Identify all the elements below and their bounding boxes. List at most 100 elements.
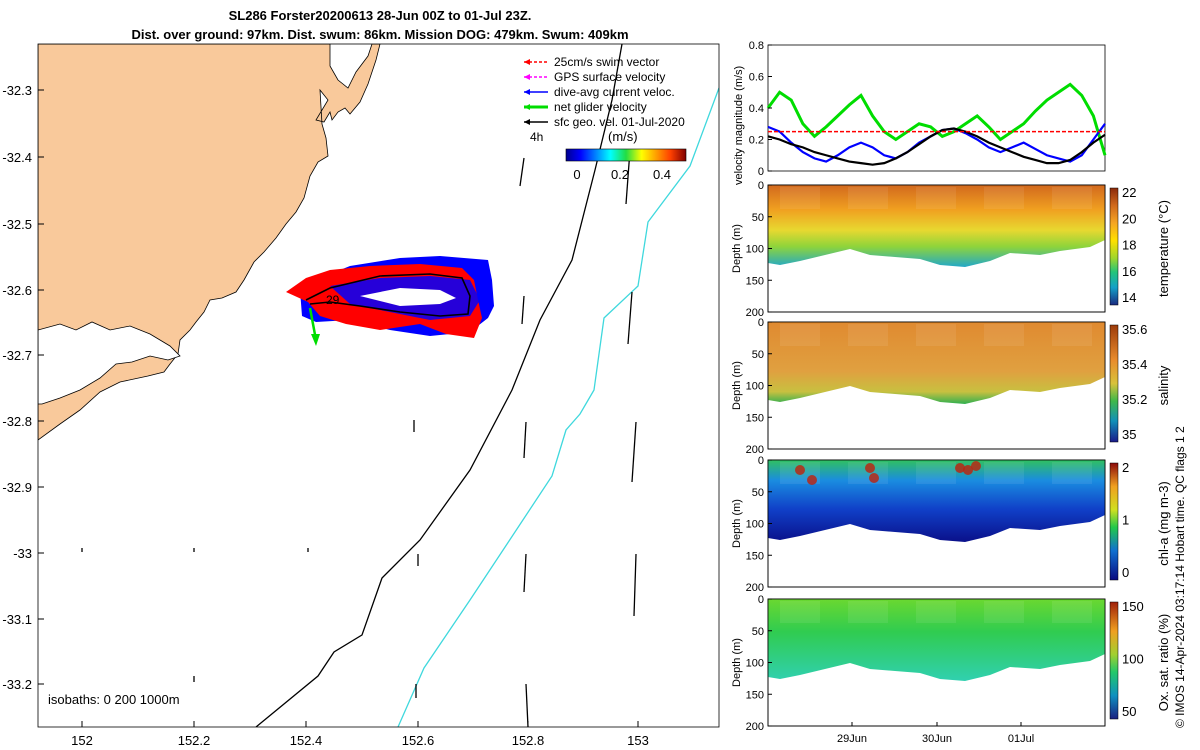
depth-tick-label: 150 <box>746 550 764 562</box>
section-colorbar <box>1109 187 1119 306</box>
section-texture <box>916 601 956 623</box>
estuary <box>38 321 181 405</box>
colorbar-tick-label: 0.2 <box>611 167 629 182</box>
glider-track: 29 <box>286 256 494 346</box>
map-y-tick-label: -32.7 <box>2 348 32 363</box>
section-panel: 0 50 100 150 200 Depth (m) 35.6 35.4 35.2 35 salin… <box>731 317 1171 456</box>
section-panel: 0 50 100 150 200 Depth (m) 22 20 18 16 14 temperatu… <box>731 180 1171 319</box>
legend-label: 25cm/s swim vector <box>554 55 659 69</box>
chl-hotspot <box>955 463 965 473</box>
map-x-tick-label: 152.8 <box>512 733 545 748</box>
isobath-1000m <box>397 87 719 727</box>
velocity-ylabel: velocity magnitude (m/s) <box>733 66 745 185</box>
map-y-tick-label: -32.6 <box>2 283 32 298</box>
section-texture <box>780 324 820 346</box>
legend-arrowhead <box>524 59 530 65</box>
colorbar-label: Ox. sat. ratio (%) <box>1156 614 1171 712</box>
legend-label: GPS surface velocity <box>554 70 665 84</box>
section-texture <box>780 601 820 623</box>
section-field <box>768 460 1105 542</box>
section-texture <box>984 462 1024 484</box>
legend-label: sfc geo. vel. 01-Jul-2020 <box>554 115 685 129</box>
section-colorbar <box>1109 462 1119 581</box>
velocity-lines <box>766 82 1107 166</box>
net-track-line <box>305 273 471 317</box>
colorbar-tick-label: 18 <box>1122 238 1136 253</box>
map-panel: 29 152 152.2 152.4 152.6 152.8 153 -32.3 -32.4… <box>2 43 720 748</box>
plot-title-line1: SL286 Forster20200613 28-Jun 00Z to 01-J… <box>228 8 532 23</box>
velocity-y-tick-label: 0.8 <box>749 40 764 52</box>
colorbar-tick-label: 100 <box>1122 652 1144 667</box>
depth-tick-label: 0 <box>758 455 764 467</box>
track-interior <box>360 288 456 306</box>
depth-tick-label: 50 <box>752 487 764 499</box>
section-texture <box>984 324 1024 346</box>
depth-tick-label: 100 <box>746 658 764 670</box>
map-y-tick-label: -32.8 <box>2 414 32 429</box>
map-y-tick-label: -32.4 <box>2 150 32 165</box>
map-x-tick-label: 152.6 <box>402 733 435 748</box>
legend-arrowhead <box>524 104 530 110</box>
colorbar-tick-label: 50 <box>1122 704 1136 719</box>
depth-tick-label: 50 <box>752 212 764 224</box>
chl-hotspot <box>807 475 817 485</box>
legend-arrowhead <box>524 89 530 95</box>
section-texture <box>916 324 956 346</box>
section-texture <box>984 187 1024 209</box>
section-texture <box>1052 187 1092 209</box>
depth-tick-label: 0 <box>758 594 764 606</box>
colorbar-tick-label: 0 <box>1122 565 1129 580</box>
map-y-tick-label: -33 <box>13 546 32 561</box>
section-texture <box>984 601 1024 623</box>
date-tick-label: 01Jul <box>1008 733 1034 745</box>
colorbar-label: temperature (°C) <box>1156 200 1171 297</box>
depth-tick-label: 200 <box>746 307 764 319</box>
colorbar-tick-label: 16 <box>1122 264 1136 279</box>
colorbar-tick-label: 20 <box>1122 211 1136 226</box>
velocity-y-tick-label: 0.4 <box>749 103 764 115</box>
map-y-tick-label: -33.1 <box>2 612 32 627</box>
date-tick-label: 29Jun <box>837 733 867 745</box>
colorbar-tick-label: 1 <box>1122 513 1129 528</box>
velocity-y-ticks: 0 0.2 0.4 0.6 0.8 <box>749 40 772 178</box>
depth-ylabel: Depth (m) <box>731 224 743 273</box>
isobath-label: isobaths: 0 200 1000m <box>48 692 180 707</box>
section-texture <box>916 187 956 209</box>
map-x-ticks: 152 152.2 152.4 152.6 152.8 153 <box>71 721 649 748</box>
section-colorbar <box>1109 324 1119 443</box>
map-y-ticks: -32.3 -32.4 -32.5 -32.6 -32.7 -32.8 -32.9 -33 -3… <box>2 83 44 692</box>
section-texture <box>916 462 956 484</box>
legend-label: net glider velocity <box>554 100 647 114</box>
velocity-y-tick-label: 0.6 <box>749 72 764 84</box>
chl-hotspot <box>869 473 879 483</box>
depth-tick-label: 100 <box>746 519 764 531</box>
colorbar-tick-label: 22 <box>1122 185 1136 200</box>
chl-hotspot <box>971 461 981 471</box>
depth-tick-label: 100 <box>746 244 764 256</box>
depth-tick-label: 0 <box>758 180 764 192</box>
date-axis: 29Jun 30Jun 01Jul <box>837 722 1034 745</box>
depth-tick-label: 150 <box>746 412 764 424</box>
colorbar-tick-label: 35 <box>1122 427 1136 442</box>
colorbar-tick-label: 0.4 <box>653 167 671 182</box>
colorbar-tick-label: 35.4 <box>1122 357 1147 372</box>
chl-hotspot <box>963 465 973 475</box>
section-field <box>768 599 1105 681</box>
track-label: 29 <box>326 293 340 307</box>
map-y-tick-label: -33.2 <box>2 677 32 692</box>
section-field <box>768 185 1105 267</box>
map-y-tick-label: -32.3 <box>2 83 32 98</box>
map-y-tick-label: -32.5 <box>2 217 32 232</box>
depth-tick-label: 200 <box>746 444 764 456</box>
section-texture <box>780 187 820 209</box>
speed-colorbar <box>565 148 687 162</box>
section-texture <box>1052 324 1092 346</box>
date-tick-label: 30Jun <box>922 733 952 745</box>
map-x-tick-label: 153 <box>627 733 649 748</box>
velocity-y-tick-label: 0 <box>758 166 764 178</box>
velocity-series-line <box>767 127 1106 166</box>
depth-ylabel: Depth (m) <box>731 361 743 410</box>
